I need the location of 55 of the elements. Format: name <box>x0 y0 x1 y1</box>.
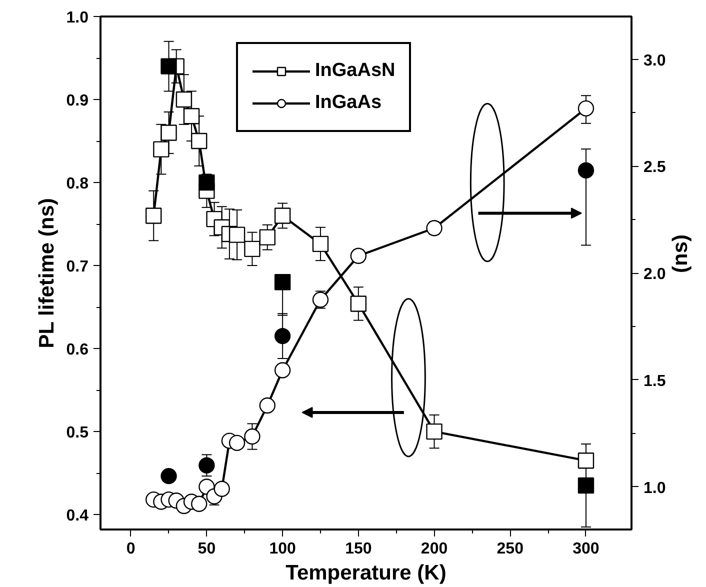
point <box>198 174 215 191</box>
point <box>146 208 162 224</box>
point <box>578 452 594 469</box>
point <box>160 468 177 484</box>
point <box>160 124 177 141</box>
point <box>274 362 291 378</box>
point <box>578 477 594 494</box>
point <box>153 141 170 158</box>
point <box>350 248 367 264</box>
y-axis-title: PL lifetime (ns) <box>35 198 58 348</box>
point <box>578 100 594 116</box>
legend-label: InGaAs <box>315 91 382 115</box>
x-tick-label: 250 <box>496 540 524 558</box>
y-tick-label: 0.5 <box>66 424 89 442</box>
point <box>176 91 192 108</box>
x-tick-label: 200 <box>420 540 448 558</box>
point <box>214 480 230 497</box>
y-tick-label: 0.7 <box>66 258 89 276</box>
y-tick-label: 0.9 <box>66 92 89 110</box>
point <box>274 208 291 224</box>
point <box>198 457 215 474</box>
point <box>578 162 594 178</box>
point <box>312 292 329 308</box>
y2-tick-label: 1.5 <box>644 372 666 390</box>
point <box>244 240 260 258</box>
point <box>183 108 200 124</box>
y2-axis-title: (ns) <box>669 234 692 273</box>
y2-tick-label: 2.5 <box>644 159 666 176</box>
y-tick-label: 0.8 <box>66 176 89 193</box>
point <box>426 423 442 440</box>
point <box>244 428 260 445</box>
point <box>259 229 276 246</box>
point <box>274 274 291 290</box>
x-tick-label: 150 <box>345 540 372 558</box>
y-tick-label: 1.0 <box>66 10 89 26</box>
x-tick-label: 50 <box>198 540 216 558</box>
point <box>274 328 291 344</box>
point <box>350 296 367 312</box>
x-tick-label: 100 <box>269 540 296 558</box>
point <box>228 226 246 243</box>
point <box>312 236 329 252</box>
point <box>259 397 276 414</box>
y2-tick-label: 3.0 <box>644 52 666 70</box>
y-tick-label: 0.4 <box>66 508 89 525</box>
y-tick-label: 0.6 <box>66 342 89 359</box>
point <box>191 496 208 512</box>
point <box>228 434 246 452</box>
x-axis-title: Temperature (K) <box>286 562 446 584</box>
x-tick-label: 300 <box>572 540 600 558</box>
x-tick-label: 0 <box>126 540 136 558</box>
y2-tick-label: 1.0 <box>644 480 666 497</box>
legend-label: InGaAsN <box>315 59 396 83</box>
y2-tick-label: 2.0 <box>644 266 666 283</box>
point <box>160 58 177 74</box>
point <box>191 132 208 150</box>
